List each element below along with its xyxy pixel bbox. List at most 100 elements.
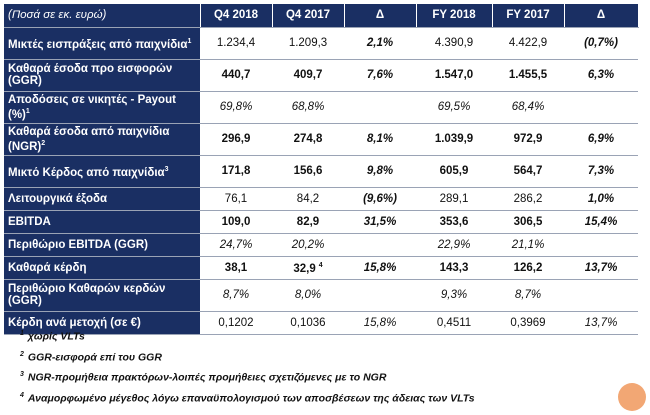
table-cell: 1,0% (564, 187, 638, 211)
table-cell: 7,3% (564, 155, 638, 188)
table-row: Κέρδη ανά μετοχή (σε €) 0,1202 0,1036 15,8%… (4, 311, 638, 335)
cell-value: 109,0 (221, 215, 251, 228)
table-cell: 6,9% (564, 123, 638, 156)
footnotes: 1 χωρίς VLTs 2 GGR-εισφορά επί του GGR 3 NG… (20, 330, 475, 412)
table-cell: 9,8% (344, 155, 416, 188)
table-row: Μικτές εισπράξεις από παιχνίδια1 1.234,4 1… (4, 27, 638, 60)
table-cell: 8,0% (272, 279, 344, 312)
row-label-text: Καθαρά έσοδα προ εισφορών (GGR) (8, 63, 173, 87)
cell-value: 69,5% (437, 101, 471, 113)
row-label-text: EBITDA (8, 215, 51, 228)
table-row: Καθαρά έσοδα από παιχνίδια (NGR)2 296,9 27… (4, 123, 638, 156)
cell-value: 143,3 (439, 261, 469, 274)
cell-value: 7,6% (366, 69, 394, 81)
table-cell: 440,7 (200, 59, 272, 92)
cell-value: 4.390,9 (434, 37, 474, 49)
cell-value: 22,9% (437, 238, 471, 251)
cell-value: 1.455,5 (508, 69, 548, 81)
table-cell: 82,9 (272, 210, 344, 234)
cell-value: 156,6 (293, 165, 323, 177)
cell-value: 68,8% (291, 101, 325, 113)
table-cell: 274,8 (272, 123, 344, 156)
row-label-text: Μικτές εισπράξεις από παιχνίδια (8, 38, 188, 51)
table-cell: 9,3% (416, 279, 492, 312)
table-cell: 1.547,0 (416, 59, 492, 92)
table-row: EBITDA 109,0 82,9 31,5% 353,6 306,5 15,4% (4, 210, 638, 234)
table-cell: 21,1% (492, 233, 564, 257)
row-label: Λειτουργικά έξοδα (4, 187, 200, 211)
cell-value: 38,1 (224, 261, 248, 274)
cell-value: 0,1036 (290, 316, 326, 329)
column-header: FY 2018 (416, 4, 493, 28)
cell-value: 1.547,0 (434, 69, 474, 81)
row-label: Περιθώριο EBITDA (GGR) (4, 233, 200, 257)
table-cell: 13,7% (564, 311, 638, 335)
footnote-marker: 4 (318, 262, 323, 270)
row-label-text: Περιθώριο Καθαρών κερδών (GGR) (8, 283, 166, 307)
cell-value: 1.209,3 (288, 37, 328, 49)
row-label: Καθαρά έσοδα προ εισφορών (GGR) (4, 59, 200, 92)
table-cell: 68,8% (272, 91, 344, 124)
cell-value: 76,1 (224, 192, 248, 205)
cell-value: 84,2 (296, 192, 320, 205)
table-cell: 15,8% (344, 256, 416, 280)
cell-value: (9,6%) (363, 192, 397, 205)
cell-value: 1,0% (587, 192, 615, 205)
table-cell: 289,1 (416, 187, 492, 211)
row-label: Αποδόσεις σε νικητές - Payout (%)1 (4, 91, 200, 124)
cell-value: 68,4% (511, 101, 545, 113)
cell-value: 171,8 (221, 165, 251, 177)
table-cell: 24,7% (200, 233, 272, 257)
table-cell: 972,9 (492, 123, 564, 156)
row-label-text: Καθαρά έσοδα από παιχνίδια (NGR) (8, 125, 170, 153)
table-cell: (9,6%) (344, 187, 416, 211)
cell-value: 82,9 (296, 215, 320, 228)
table-row: Περιθώριο Καθαρών κερδών (GGR) 8,7% 8,0% 9,… (4, 279, 638, 312)
table-cell: 69,5% (416, 91, 492, 124)
cell-value: 605,9 (439, 165, 469, 177)
table-row: Λειτουργικά έξοδα 76,1 84,2 (9,6%) 289,1 286,… (4, 187, 638, 211)
table-cell: 0,1202 (200, 311, 272, 335)
table-cell: 6,3% (564, 59, 638, 92)
cell-value: 15,8% (363, 316, 397, 329)
table-cell: 126,2 (492, 256, 564, 280)
cell-value: 274,8 (293, 133, 323, 145)
cell-value: 409,7 (293, 69, 323, 81)
table-cell: 1.234,4 (200, 27, 272, 60)
table-cell: 409,7 (272, 59, 344, 92)
table-cell: 15,8% (344, 311, 416, 335)
footnote-marker: 1 (25, 107, 30, 115)
cell-value: 2,1% (366, 37, 394, 49)
orange-circle-icon[interactable] (618, 383, 646, 411)
cell-value: 1.234,4 (216, 37, 256, 49)
row-label: Καθαρά κέρδη (4, 256, 200, 280)
table-cell: 76,1 (200, 187, 272, 211)
table-cell (344, 279, 416, 312)
table-cell (344, 91, 416, 124)
footnote-marker: 3 (164, 165, 169, 173)
column-header: Q4 2017 (272, 4, 345, 28)
table-cell: 0,1036 (272, 311, 344, 335)
cell-value: 20,2% (291, 238, 325, 251)
table-cell: 22,9% (416, 233, 492, 257)
row-label-text: Μικτό Κέρδος από παιχνίδια (8, 166, 165, 179)
cell-value: 564,7 (513, 165, 543, 177)
table-cell: 143,3 (416, 256, 492, 280)
table-cell: 4.390,9 (416, 27, 492, 60)
table-cell: 15,4% (564, 210, 638, 234)
footnote: 1 χωρίς VLTs (20, 330, 85, 343)
row-label: Μικτό Κέρδος από παιχνίδια3 (4, 155, 200, 188)
table-cell: 0,4511 (416, 311, 492, 335)
row-label: Καθαρά έσοδα από παιχνίδια (NGR)2 (4, 123, 200, 156)
footnote: 4 Αναμορφωμένο μέγεθος λόγω επαναϋπολογισ… (20, 391, 475, 405)
table-cell: 1.039,9 (416, 123, 492, 156)
row-label: EBITDA (4, 210, 200, 234)
table-cell: 1.209,3 (272, 27, 344, 60)
row-label-text: Λειτουργικά έξοδα (8, 192, 108, 205)
table-cell: 13,7% (564, 256, 638, 280)
cell-value: 6,9% (587, 133, 615, 145)
cell-value: 972,9 (513, 133, 543, 145)
table-header-row: (Ποσά σε εκ. ευρώ) Q4 2018 Q4 2017 Δ FY … (4, 4, 639, 28)
row-label: Μικτές εισπράξεις από παιχνίδια1 (4, 27, 200, 60)
cell-value: 8,7% (514, 289, 542, 301)
